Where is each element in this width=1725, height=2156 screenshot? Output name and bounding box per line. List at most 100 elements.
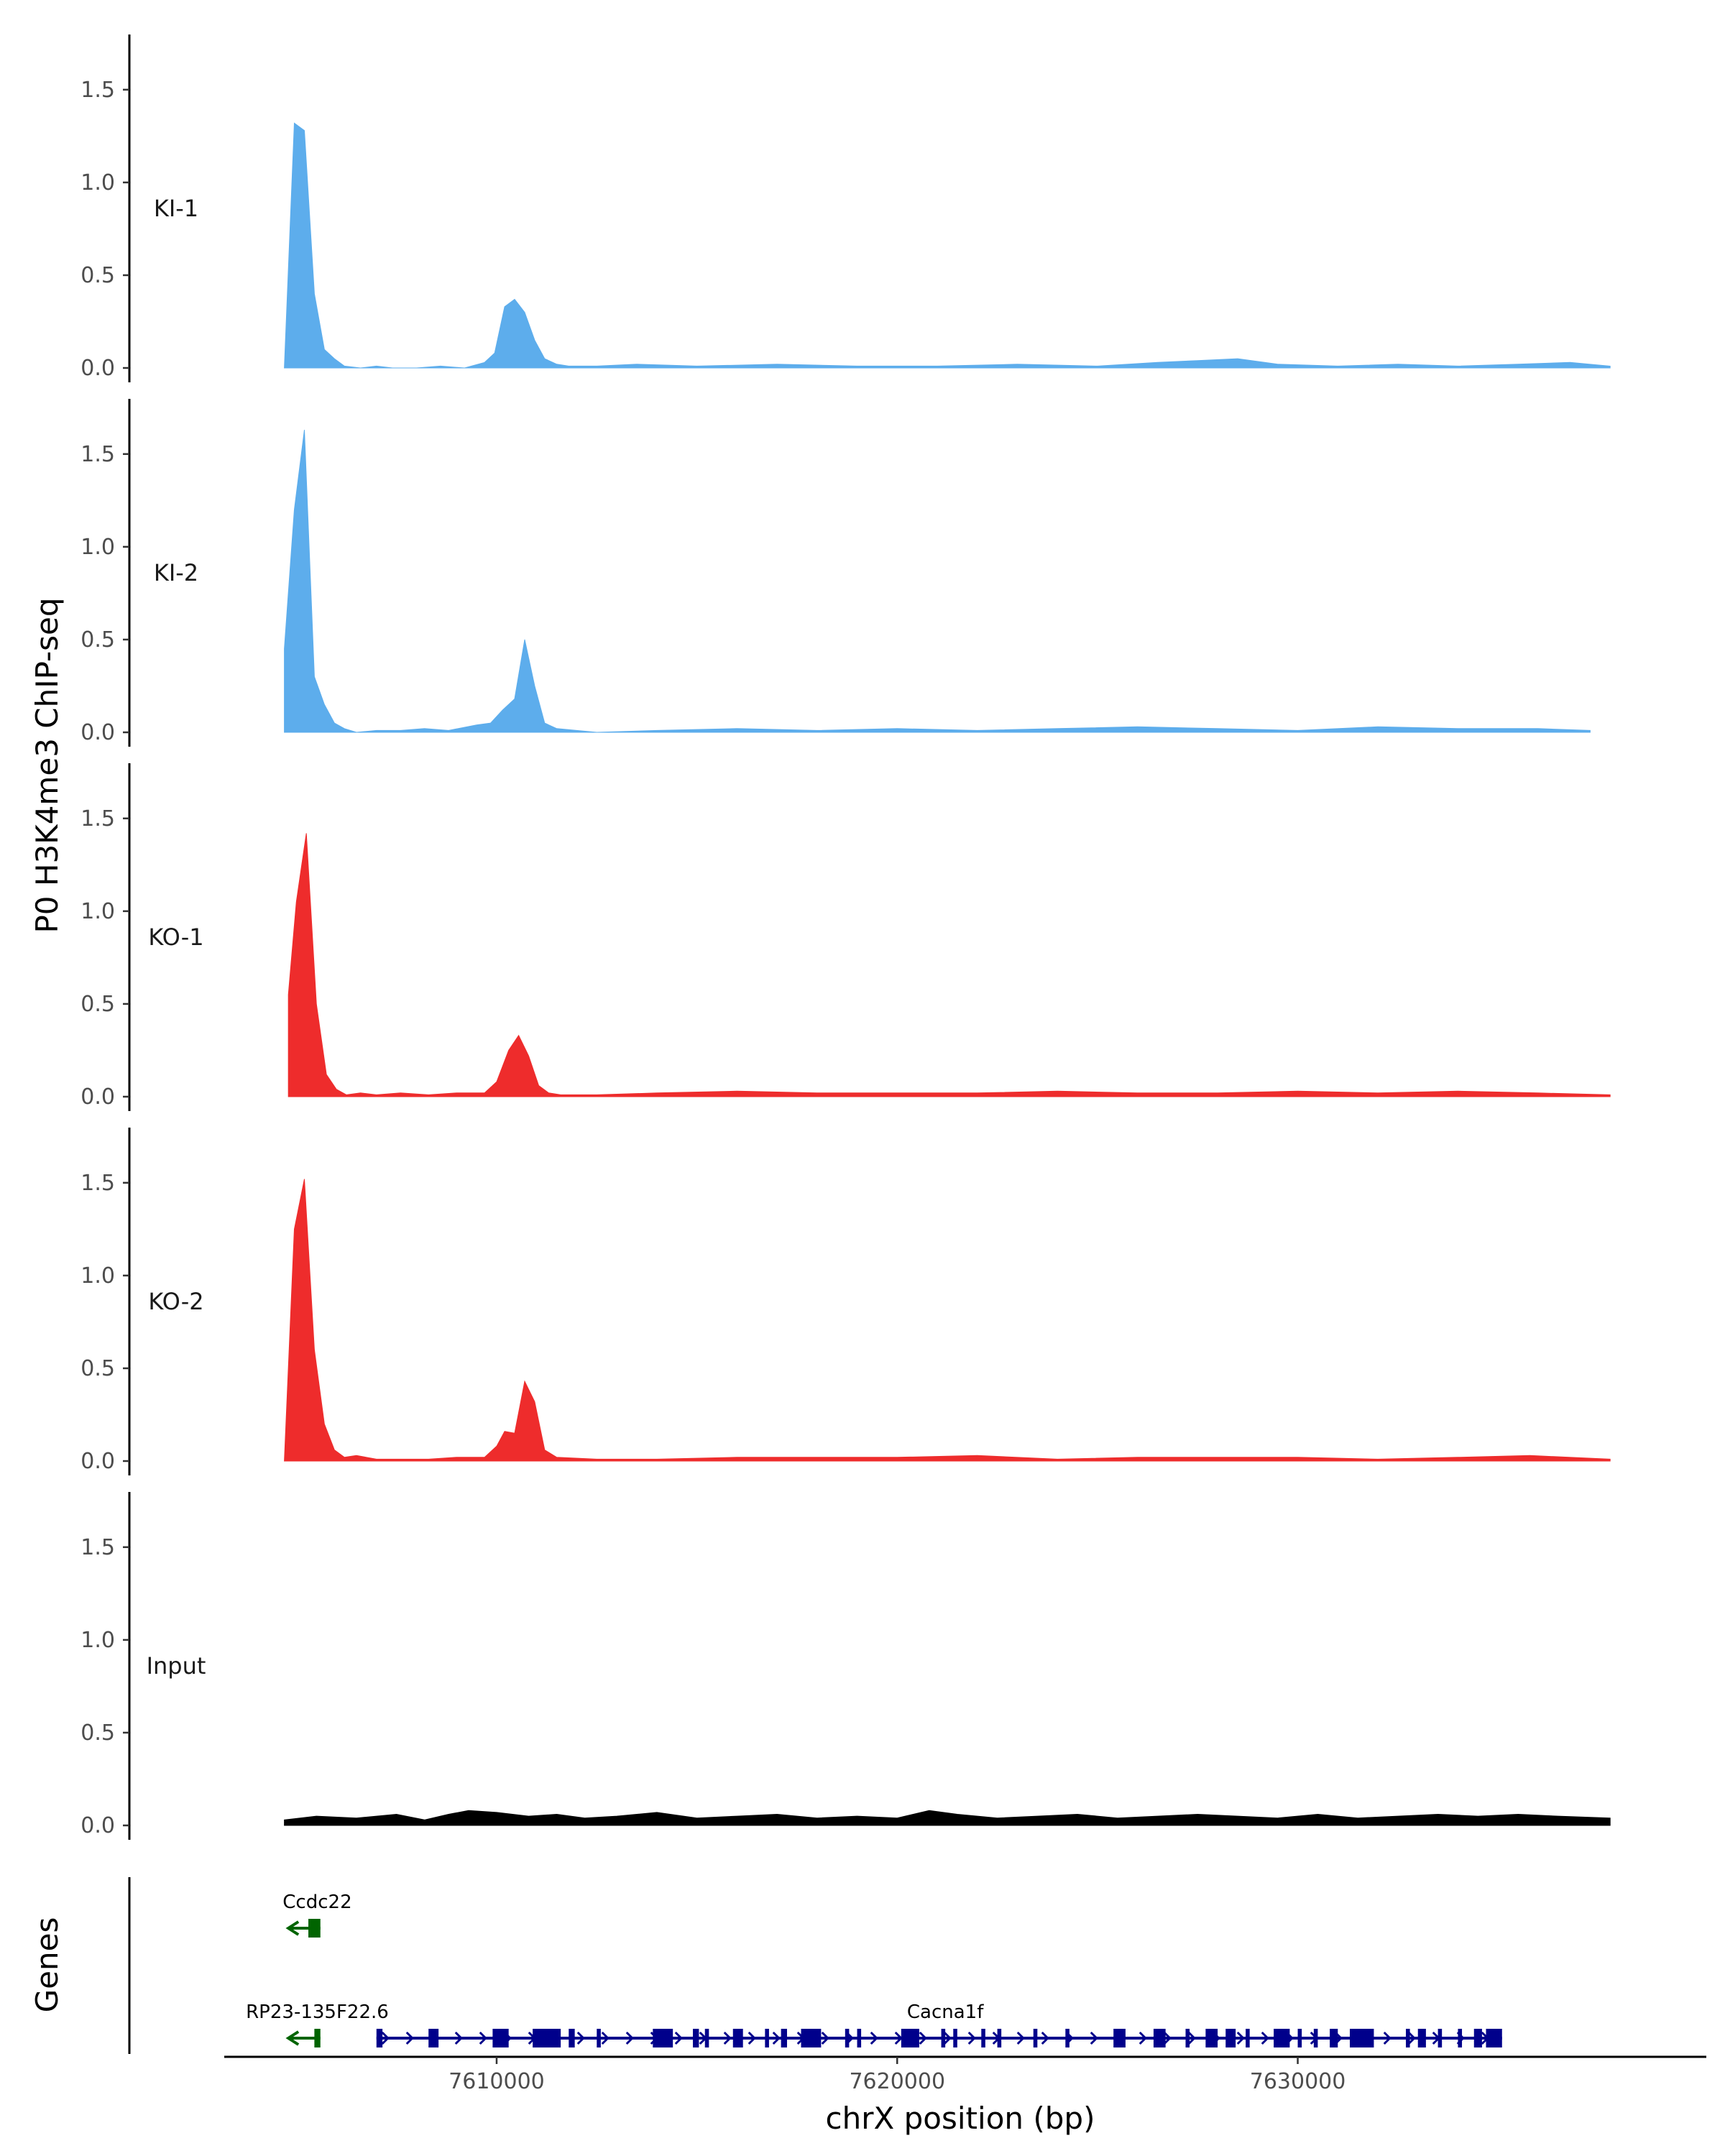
gene-exon bbox=[428, 2029, 439, 2047]
gene-exon bbox=[1225, 2029, 1236, 2047]
gene-exon bbox=[1350, 2029, 1374, 2047]
strand-arrow bbox=[943, 2031, 952, 2045]
gene-exon bbox=[1330, 2029, 1338, 2047]
gene-exon bbox=[492, 2029, 509, 2047]
strand-arrow bbox=[625, 2031, 634, 2045]
y-axis-title: P0 H3K4me3 ChIP-seq bbox=[29, 597, 65, 933]
gene-exon bbox=[1313, 2029, 1318, 2047]
strand-arrow bbox=[748, 2031, 756, 2045]
y-tick-label: 0.0 bbox=[80, 1813, 115, 1838]
gene-exon bbox=[704, 2029, 709, 2047]
gene-exon bbox=[1153, 2029, 1166, 2047]
gene-exon bbox=[765, 2029, 769, 2047]
y-tick-label: 1.5 bbox=[80, 78, 115, 103]
strand-arrow bbox=[1138, 2031, 1147, 2045]
strand-arrow bbox=[674, 2031, 683, 2045]
track-ki-2: 0.0 0.5 1.0 1.5 KI-2 bbox=[80, 399, 1591, 747]
signal-area bbox=[284, 430, 1591, 733]
gene-exon bbox=[1417, 2029, 1426, 2047]
y-tick-label: 1.5 bbox=[80, 442, 115, 467]
y-tick-label: 0.0 bbox=[80, 1084, 115, 1110]
strand-arrow bbox=[1163, 2031, 1172, 2045]
gene-exon bbox=[1438, 2029, 1443, 2047]
gene-cacna1f: Cacna1f bbox=[376, 2001, 1502, 2047]
track-label: KO-1 bbox=[148, 923, 203, 951]
strand-arrow bbox=[1236, 2031, 1245, 2045]
gene-exon bbox=[308, 1919, 321, 1938]
gene-exon bbox=[693, 2029, 699, 2047]
gene-exon bbox=[1297, 2029, 1302, 2047]
gene-exon bbox=[1246, 2029, 1250, 2047]
strand-arrow bbox=[919, 2031, 927, 2045]
gene-ccdc22: Ccdc22 bbox=[282, 1892, 352, 1938]
strand-arrow bbox=[1090, 2031, 1098, 2045]
y-tick-label: 1.0 bbox=[80, 1263, 115, 1289]
gene-exon bbox=[1185, 2029, 1190, 2047]
strand-arrow bbox=[285, 1920, 300, 1936]
strand-arrow bbox=[405, 2031, 414, 2045]
signal-area bbox=[284, 1179, 1611, 1462]
track-ko-1: 0.0 0.5 1.0 1.5 KO-1 bbox=[80, 763, 1611, 1111]
strand-arrow bbox=[1016, 2031, 1025, 2045]
gene-exon bbox=[569, 2029, 575, 2047]
gene-exon bbox=[314, 2029, 321, 2047]
strand-arrow bbox=[454, 2031, 463, 2045]
gene-exon bbox=[953, 2029, 957, 2047]
signal-tracks: 0.0 0.5 1.0 1.5 KI-1 0.0 0.5 1.0 1.5 KI-2 0.0 0.5 1.… bbox=[80, 34, 1611, 1840]
y-tick-label: 0.0 bbox=[80, 720, 115, 745]
signal-area bbox=[284, 122, 1611, 369]
strand-arrow bbox=[285, 2030, 300, 2046]
gene-exon bbox=[845, 2029, 850, 2047]
x-tick-label: 7630000 bbox=[1250, 2069, 1346, 2094]
signal-area bbox=[288, 833, 1611, 1097]
gene-exon bbox=[981, 2029, 985, 2047]
strand-arrow bbox=[870, 2031, 878, 2045]
gene-exon bbox=[1473, 2029, 1482, 2047]
gene-exon bbox=[533, 2029, 561, 2047]
y-tick-label: 1.0 bbox=[80, 899, 115, 924]
gene-exon bbox=[653, 2029, 673, 2047]
y-tick-label: 0.5 bbox=[80, 627, 115, 653]
x-tick-label: 7620000 bbox=[849, 2069, 945, 2094]
gene-exon bbox=[1406, 2029, 1410, 2047]
gene-exon bbox=[901, 2029, 919, 2047]
x-axis-title: chrX position (bp) bbox=[826, 2101, 1095, 2136]
gene-exon bbox=[1274, 2029, 1290, 2047]
track-ko-2: 0.0 0.5 1.0 1.5 KO-2 bbox=[80, 1128, 1611, 1475]
gene-exon bbox=[781, 2029, 788, 2047]
gene-exon bbox=[941, 2029, 946, 2047]
strand-arrow bbox=[1041, 2031, 1049, 2045]
y-tick-label: 1.0 bbox=[80, 170, 115, 195]
y-tick-label: 1.0 bbox=[80, 1628, 115, 1653]
gene-annotation-panel: Ccdc22 RP23-135F22.6 Cacna1f bbox=[128, 1877, 1502, 2054]
y-tick-label: 1.5 bbox=[80, 1535, 115, 1560]
y-tick-label: 0.0 bbox=[80, 356, 115, 381]
strand-arrow bbox=[821, 2031, 829, 2045]
y-tick-label: 1.0 bbox=[80, 535, 115, 560]
signal-area bbox=[284, 1810, 1611, 1826]
gene-rp23-135f22-6: RP23-135F22.6 bbox=[246, 2001, 389, 2047]
track-ki-1: 0.0 0.5 1.0 1.5 KI-1 bbox=[80, 34, 1611, 382]
strand-arrow bbox=[723, 2031, 732, 2045]
strand-arrow bbox=[1407, 2031, 1416, 2045]
y-tick-label: 0.5 bbox=[80, 1720, 115, 1746]
gene-exon bbox=[801, 2029, 822, 2047]
track-label: KI-1 bbox=[154, 195, 198, 222]
track-label: KI-2 bbox=[154, 559, 198, 586]
track-input: 0.0 0.5 1.0 1.5 Input bbox=[80, 1492, 1611, 1840]
gene-label: Cacna1f bbox=[907, 2001, 984, 2023]
strand-arrow bbox=[1383, 2031, 1392, 2045]
strand-arrow bbox=[1261, 2031, 1269, 2045]
gene-exon bbox=[1205, 2029, 1218, 2047]
strand-arrow bbox=[772, 2031, 781, 2045]
strand-arrow bbox=[381, 2031, 390, 2045]
gene-exon bbox=[1486, 2029, 1502, 2047]
genes-axis-title: Genes bbox=[29, 1917, 65, 2013]
strand-arrow bbox=[479, 2031, 487, 2045]
strand-arrow bbox=[1187, 2031, 1196, 2045]
y-tick-label: 1.5 bbox=[80, 806, 115, 831]
track-label: Input bbox=[147, 1652, 206, 1680]
y-tick-label: 0.5 bbox=[80, 1356, 115, 1381]
gene-exon bbox=[376, 2029, 383, 2047]
